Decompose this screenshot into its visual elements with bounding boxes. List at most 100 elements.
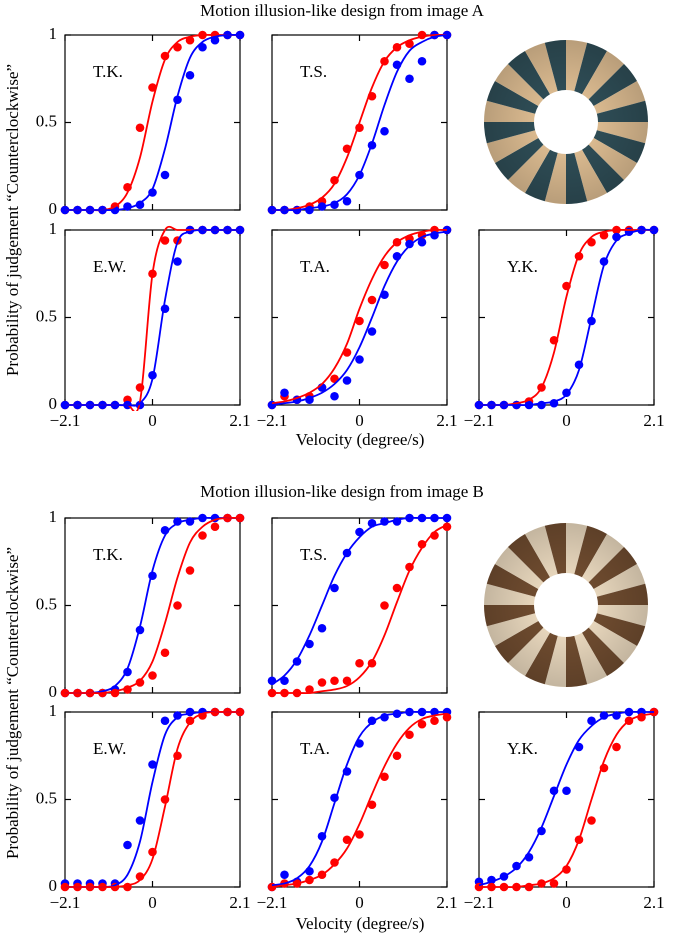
data-point: [392, 751, 402, 761]
data-point: [123, 840, 132, 850]
x-tick-label: 2.1: [229, 893, 250, 912]
data-point: [305, 866, 314, 876]
fit-curve: [479, 228, 654, 407]
panel: 0 0.5 1 T.K.: [36, 507, 245, 701]
data-point: [135, 123, 145, 133]
data-point: [355, 316, 364, 326]
data-point: [562, 786, 571, 796]
data-point: [380, 601, 389, 610]
data-point: [330, 858, 339, 867]
data-point: [185, 716, 195, 726]
data-point: [135, 816, 145, 825]
subject-label: T.S.: [300, 545, 327, 564]
panel: T.S.: [267, 513, 452, 698]
data-point: [367, 800, 377, 810]
data-point: [317, 678, 327, 687]
axes-frame: [271, 711, 448, 888]
data-point: [367, 716, 377, 726]
y-tick-label: 0.5: [36, 594, 57, 613]
fit-curve: [65, 710, 240, 889]
data-point: [160, 170, 170, 180]
data-point: [185, 70, 195, 80]
data-point: [280, 388, 289, 398]
axes-frame: [271, 229, 448, 406]
y-tick-label: 0: [49, 199, 58, 218]
fit-curve: [65, 33, 240, 212]
x-tick-label: −2.1: [50, 411, 81, 430]
y-tick-label: 1: [49, 219, 58, 238]
x-tick-label: 0: [148, 411, 157, 430]
data-point: [367, 327, 377, 336]
x-tick-label: 0: [562, 893, 571, 912]
panel: −2.1 0 2.1 T.A.: [257, 707, 458, 912]
subject-label: T.A.: [300, 739, 330, 758]
fit-curve: [272, 712, 447, 888]
shade: [484, 523, 648, 687]
panel: T.S.: [267, 30, 452, 215]
y-tick-label: 0.5: [36, 306, 57, 325]
x-tick-label: 2.1: [436, 411, 457, 430]
data-point: [280, 676, 289, 686]
y-tick-label: 1: [49, 24, 58, 43]
fit-curve: [65, 516, 240, 695]
axes-frame: [478, 711, 655, 888]
data-point: [330, 391, 339, 401]
data-point: [173, 601, 182, 610]
x-tick-label: 0: [562, 411, 571, 430]
x-tick-label: −2.1: [257, 411, 288, 430]
data-point: [342, 196, 352, 206]
data-point: [342, 835, 352, 845]
data-point: [198, 531, 207, 540]
data-point: [612, 742, 621, 752]
data-point: [342, 376, 352, 385]
fit-curve: [65, 33, 240, 212]
data-point: [367, 295, 377, 305]
data-point: [317, 623, 327, 633]
data-point: [173, 711, 182, 720]
fit-curve: [65, 228, 240, 407]
fit-curve: [272, 516, 447, 685]
data-point: [135, 678, 145, 687]
data-point: [198, 42, 207, 52]
section-title: Motion illusion-like design from image A: [200, 1, 485, 20]
data-point: [392, 583, 402, 593]
data-point: [512, 861, 521, 871]
axes-frame: [271, 34, 448, 211]
data-point: [160, 648, 170, 658]
x-axis-label: Velocity (degree/s): [296, 430, 425, 449]
data-point: [380, 260, 389, 270]
y-axis-label: Probability of judgement “Counterclockwi…: [3, 64, 22, 376]
data-point: [160, 304, 170, 314]
x-tick-label: −2.1: [464, 893, 495, 912]
subject-label: Y.K.: [507, 257, 538, 276]
panel: −2.1 0 2.1 Y.K.: [464, 707, 665, 912]
data-point: [417, 719, 427, 729]
y-axis-label: Probability of judgement “Counterclockwi…: [3, 547, 22, 859]
illusion-image-a: [484, 40, 648, 204]
data-point: [305, 685, 314, 694]
panel: 00.51−2.1 0 2.1E.W.: [36, 219, 251, 430]
subject-label: E.W.: [93, 257, 126, 276]
data-point: [160, 236, 170, 245]
data-point: [330, 175, 339, 185]
data-point: [148, 83, 157, 92]
data-point: [442, 522, 452, 532]
subject-label: T.A.: [300, 257, 330, 276]
axes-frame: [478, 229, 655, 406]
subject-label: T.K.: [93, 62, 123, 81]
data-point: [562, 865, 571, 874]
data-point: [430, 716, 439, 726]
fit-curve: [272, 524, 447, 695]
data-point: [355, 355, 364, 364]
data-point: [380, 126, 389, 136]
data-point: [148, 188, 157, 197]
x-tick-label: 0: [355, 893, 364, 912]
data-point: [549, 879, 559, 888]
data-point: [330, 676, 339, 686]
panel: −2.1 0 2.1 T.A.: [257, 225, 458, 430]
x-axis-label: Velocity (degree/s): [296, 914, 425, 933]
axes-frame: [64, 517, 241, 694]
x-tick-label: 0: [148, 893, 157, 912]
axes-frame: [64, 229, 241, 406]
